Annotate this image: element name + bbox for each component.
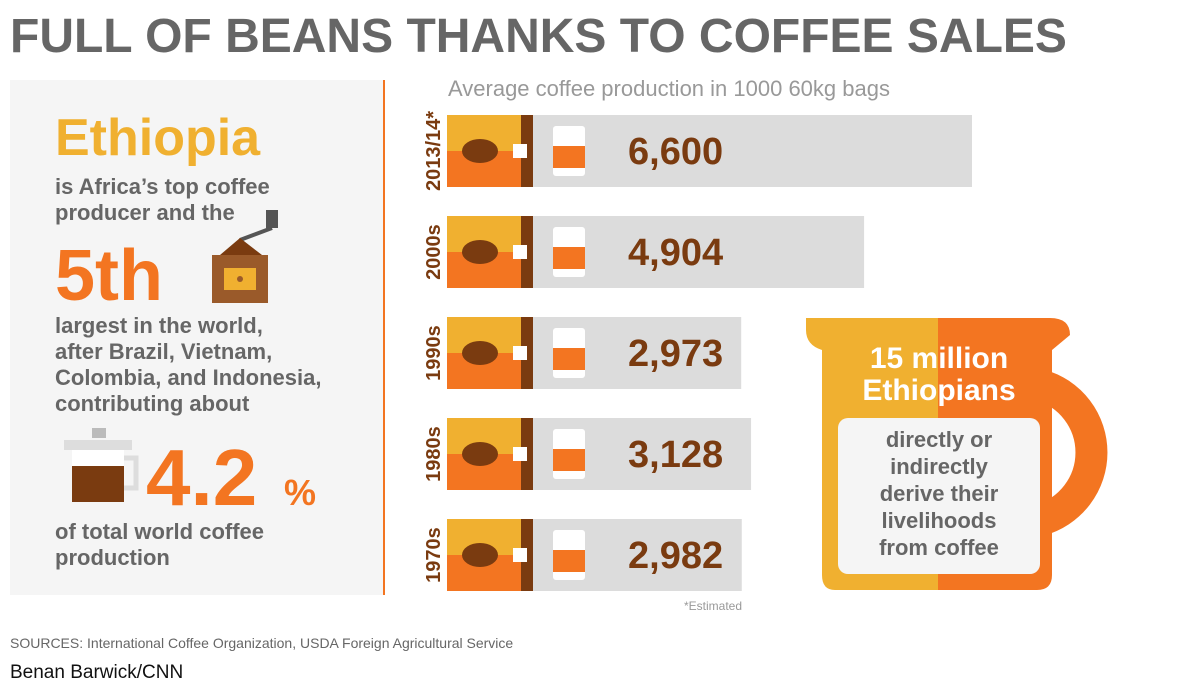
category-label: 2013/14* xyxy=(423,111,445,191)
value-label: 4,904 xyxy=(628,232,723,274)
jug xyxy=(806,318,1108,590)
share-unit: % xyxy=(284,472,316,513)
text-line: contributing about xyxy=(55,391,250,416)
country: Ethiopia xyxy=(55,109,261,167)
grinder-icon xyxy=(212,210,278,303)
text-line: Colombia, and Indonesia, xyxy=(55,365,321,390)
share: 4.2 xyxy=(146,433,257,522)
bean xyxy=(462,341,498,365)
value-label: 6,600 xyxy=(628,131,723,173)
jug-text: from coffee xyxy=(879,535,999,560)
chart-title: Average coffee production in 1000 60kg b… xyxy=(448,76,890,101)
bean xyxy=(462,139,498,163)
jug-text: directly or xyxy=(886,427,993,452)
jug-text: derive their xyxy=(880,481,999,506)
text-line: after Brazil, Vietnam, xyxy=(55,339,272,364)
text-line: is Africa’s top coffee xyxy=(55,174,270,199)
cup-coffee xyxy=(553,348,585,370)
cup-coffee xyxy=(553,449,585,471)
text-line: production xyxy=(55,545,170,570)
jug-headline: 15 million xyxy=(870,342,1008,375)
bean xyxy=(462,442,498,466)
cup-coffee xyxy=(553,550,585,572)
value-label: 3,128 xyxy=(628,434,723,476)
bars: 6,600 2013/14* 4,904 2000s 2,973 1990s 3,128 19… xyxy=(423,111,972,591)
jug-headline: Ethiopians xyxy=(862,374,1015,407)
bag-tag xyxy=(513,548,527,562)
left-panel xyxy=(10,80,384,595)
rank: 5th xyxy=(55,236,163,316)
category-label: 1970s xyxy=(423,527,445,583)
category-label: 1980s xyxy=(423,426,445,482)
bag-tag xyxy=(513,144,527,158)
title: FULL OF BEANS THANKS TO COFFEE SALES xyxy=(10,10,1067,63)
text-line: largest in the world, xyxy=(55,313,263,338)
cup-coffee xyxy=(553,247,585,269)
bag-tag xyxy=(513,346,527,360)
bag-tag xyxy=(513,245,527,259)
value-label: 2,982 xyxy=(628,535,723,577)
category-label: 2000s xyxy=(423,224,445,280)
bag-tag xyxy=(513,447,527,461)
bean xyxy=(462,240,498,264)
press-icon xyxy=(64,428,139,502)
category-label: 1990s xyxy=(423,325,445,381)
jug-text: livelihoods xyxy=(882,508,997,533)
jug-text: indirectly xyxy=(890,454,989,479)
note: *Estimated xyxy=(684,599,742,613)
credit: Benan Barwick/CNN xyxy=(10,662,183,683)
text-line: producer and the xyxy=(55,200,235,225)
bar xyxy=(447,115,972,187)
cup-coffee xyxy=(553,146,585,168)
value-label: 2,973 xyxy=(628,333,723,375)
text-line: of total world coffee xyxy=(55,519,264,544)
sources: SOURCES: International Coffee Organizati… xyxy=(10,635,513,651)
bean xyxy=(462,543,498,567)
